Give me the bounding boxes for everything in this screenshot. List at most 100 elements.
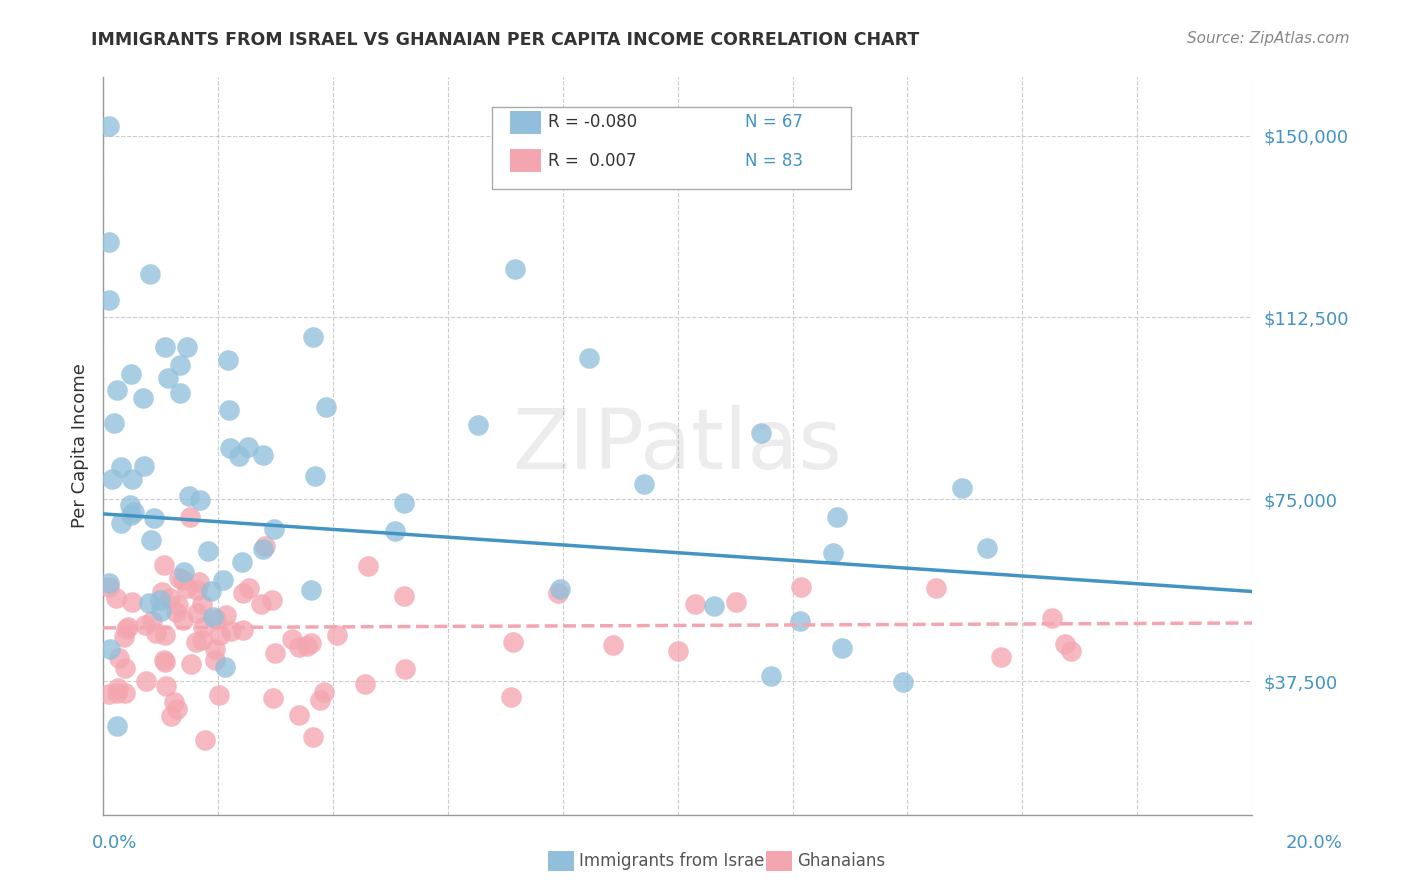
Point bbox=[156, 371, 179, 385]
Point bbox=[821, 546, 844, 560]
Point bbox=[357, 558, 380, 573]
Point bbox=[191, 633, 214, 648]
Point bbox=[159, 591, 181, 605]
Point bbox=[105, 591, 128, 605]
Point bbox=[118, 498, 141, 512]
Point bbox=[172, 574, 194, 588]
Point bbox=[208, 627, 231, 641]
Point bbox=[176, 581, 198, 595]
Point bbox=[163, 695, 186, 709]
Point bbox=[159, 709, 181, 723]
Point bbox=[467, 417, 489, 432]
Point bbox=[1054, 637, 1077, 651]
Point bbox=[976, 541, 998, 556]
Point bbox=[280, 632, 302, 646]
Point bbox=[117, 620, 139, 634]
Point bbox=[149, 592, 172, 607]
Point bbox=[176, 340, 198, 354]
Point bbox=[217, 352, 239, 367]
Point bbox=[252, 448, 274, 462]
Text: N = 83: N = 83 bbox=[745, 152, 803, 169]
Point bbox=[304, 469, 326, 483]
Point bbox=[950, 481, 973, 495]
Point bbox=[204, 642, 226, 657]
Point bbox=[578, 351, 600, 365]
Point bbox=[191, 597, 214, 611]
Text: IMMIGRANTS FROM ISRAEL VS GHANAIAN PER CAPITA INCOME CORRELATION CHART: IMMIGRANTS FROM ISRAEL VS GHANAIAN PER C… bbox=[91, 31, 920, 49]
Point bbox=[153, 340, 176, 354]
Point bbox=[633, 477, 655, 491]
Point bbox=[394, 662, 416, 676]
Point bbox=[107, 686, 129, 700]
Point bbox=[204, 653, 226, 667]
Point bbox=[110, 460, 132, 475]
Point bbox=[167, 598, 190, 612]
Point bbox=[925, 581, 948, 595]
Point bbox=[188, 493, 211, 508]
Point bbox=[186, 606, 208, 620]
Point bbox=[97, 235, 120, 250]
Point bbox=[264, 646, 287, 660]
Point bbox=[98, 642, 121, 657]
Point bbox=[108, 651, 131, 665]
Y-axis label: Per Capita Income: Per Capita Income bbox=[72, 364, 89, 528]
Point bbox=[114, 622, 136, 636]
Point bbox=[703, 599, 725, 614]
Point bbox=[97, 581, 120, 595]
Point bbox=[394, 590, 416, 604]
Point bbox=[97, 687, 120, 701]
Point bbox=[990, 650, 1012, 665]
Point bbox=[150, 584, 173, 599]
Point bbox=[114, 661, 136, 675]
Point bbox=[194, 732, 217, 747]
Point bbox=[759, 669, 782, 683]
Point bbox=[326, 628, 349, 642]
Text: Immigrants from Israel: Immigrants from Israel bbox=[579, 852, 769, 870]
Point bbox=[155, 680, 177, 694]
Point bbox=[789, 614, 811, 628]
Point bbox=[503, 262, 526, 277]
Point bbox=[299, 582, 322, 597]
Point bbox=[110, 516, 132, 530]
Point bbox=[302, 730, 325, 744]
Point bbox=[149, 604, 172, 618]
Point bbox=[97, 575, 120, 590]
Point bbox=[287, 707, 309, 722]
Point bbox=[219, 624, 242, 638]
Point bbox=[312, 685, 335, 699]
Point bbox=[135, 673, 157, 688]
Point bbox=[97, 119, 120, 133]
Text: Source: ZipAtlas.com: Source: ZipAtlas.com bbox=[1187, 31, 1350, 46]
Point bbox=[253, 540, 276, 554]
Point bbox=[299, 636, 322, 650]
Point bbox=[547, 585, 569, 599]
Text: R = -0.080: R = -0.080 bbox=[548, 113, 637, 131]
Point bbox=[197, 544, 219, 558]
Point bbox=[1040, 610, 1063, 624]
Point bbox=[139, 533, 162, 548]
Point bbox=[172, 613, 194, 627]
Point bbox=[191, 620, 214, 634]
Point bbox=[354, 677, 377, 691]
Point bbox=[143, 511, 166, 525]
Point bbox=[384, 524, 406, 538]
Point bbox=[262, 691, 284, 706]
Point bbox=[214, 660, 236, 674]
Point bbox=[831, 641, 853, 656]
Point bbox=[260, 593, 283, 607]
Point bbox=[232, 585, 254, 599]
Point bbox=[132, 392, 155, 406]
Point bbox=[121, 472, 143, 486]
Point bbox=[187, 574, 209, 589]
Point bbox=[502, 635, 524, 649]
Point bbox=[153, 652, 176, 666]
Point bbox=[112, 630, 135, 644]
Point bbox=[315, 400, 337, 414]
Point bbox=[141, 614, 163, 628]
Point bbox=[252, 541, 274, 556]
Point bbox=[205, 612, 228, 626]
Point bbox=[107, 681, 129, 696]
Point bbox=[666, 643, 689, 657]
Point bbox=[301, 330, 323, 344]
Point bbox=[308, 692, 330, 706]
